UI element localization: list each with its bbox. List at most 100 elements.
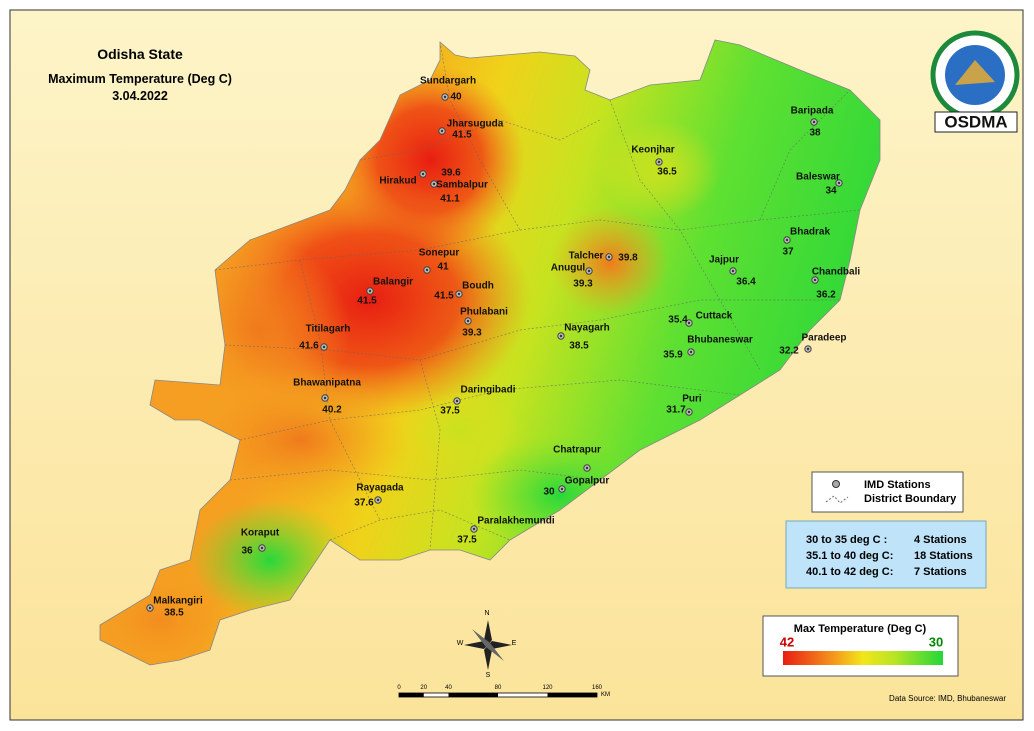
station-dot-center bbox=[587, 269, 591, 273]
station-dot-center bbox=[421, 172, 425, 176]
color-scale: Max Temperature (Deg C) 42 30 bbox=[762, 615, 959, 677]
station-value: 39.3 bbox=[462, 328, 482, 339]
map-date: 3.04.2022 bbox=[112, 89, 168, 103]
station-legend: IMD Stations District Boundary bbox=[811, 471, 964, 513]
station-name: Baripada bbox=[791, 106, 834, 117]
station-dot-center bbox=[457, 292, 461, 296]
station-dot-center bbox=[560, 487, 564, 491]
summary-count: 7 Stations bbox=[914, 566, 967, 578]
station-value: 39.6 bbox=[441, 168, 461, 179]
station-value: 30 bbox=[543, 487, 555, 498]
station-name: Keonjhar bbox=[631, 145, 674, 156]
map-subtitle: Maximum Temperature (Deg C) bbox=[48, 72, 232, 86]
scale-bar-segment bbox=[547, 693, 597, 697]
station-name: Bhadrak bbox=[790, 227, 830, 238]
scale-bar-tick: 40 bbox=[445, 685, 452, 691]
station-name: Paradeep bbox=[801, 333, 846, 344]
station-name: Paralakhemundi bbox=[477, 516, 554, 527]
station-name: Bhawanipatna bbox=[293, 378, 361, 389]
station-value: 40.2 bbox=[322, 405, 342, 416]
station-name: Puri bbox=[682, 394, 702, 405]
station-value: 37.5 bbox=[440, 406, 460, 417]
station-dot-center bbox=[813, 278, 817, 282]
station-value: 36.2 bbox=[816, 290, 836, 301]
station-value: 39.8 bbox=[618, 253, 638, 264]
station-dot-center bbox=[425, 268, 429, 272]
scale-min: 30 bbox=[929, 634, 943, 649]
data-source: Data Source: IMD, Bhubaneswar bbox=[889, 694, 1006, 703]
station-name: Boudh bbox=[462, 281, 494, 292]
station-dot-center bbox=[607, 255, 611, 259]
scale-title: Max Temperature (Deg C) bbox=[794, 623, 927, 635]
compass-s: S bbox=[486, 672, 491, 679]
station-value: 35.9 bbox=[663, 350, 683, 361]
station-dot-center bbox=[585, 466, 589, 470]
station-dot-center bbox=[689, 350, 693, 354]
station-value: 31.7 bbox=[666, 405, 686, 416]
station-name: Titilagarh bbox=[306, 324, 351, 335]
station-name: Hirakud bbox=[379, 176, 416, 187]
compass: N E S W bbox=[457, 610, 517, 679]
station-dot-center bbox=[657, 160, 661, 164]
station-dot-center bbox=[148, 606, 152, 610]
scale-bar-segment bbox=[448, 693, 498, 697]
station-name: Malkangiri bbox=[153, 596, 203, 607]
station-dot-center bbox=[731, 269, 735, 273]
station-value: 39.3 bbox=[573, 279, 593, 290]
station-name: Rayagada bbox=[356, 483, 404, 494]
station-value: 32.2 bbox=[779, 346, 799, 357]
logo-label: OSDMA bbox=[944, 112, 1007, 131]
legend-boundary: District Boundary bbox=[864, 493, 957, 505]
station-dot-center bbox=[443, 95, 447, 99]
compass-e: E bbox=[512, 640, 517, 647]
station-dot-center bbox=[559, 334, 563, 338]
station-dot-center bbox=[806, 347, 810, 351]
scale-bar-tick: 80 bbox=[495, 685, 502, 691]
station-name: Baleswar bbox=[796, 172, 840, 183]
summary-range: 35.1 to 40 deg C: bbox=[806, 550, 893, 562]
station-name: Phulabani bbox=[460, 307, 508, 318]
legend-stations: IMD Stations bbox=[864, 479, 931, 491]
station-dot-center bbox=[368, 289, 372, 293]
station-name: Sambalpur bbox=[436, 180, 488, 191]
scale-bar-tick: 20 bbox=[420, 685, 427, 691]
station-dot-center bbox=[323, 396, 327, 400]
station-dot-center bbox=[376, 498, 380, 502]
stations: Sundargarh40Jharsuguda41.5Hirakud39.6Sam… bbox=[146, 76, 860, 619]
summary-count: 4 Stations bbox=[914, 534, 967, 546]
logo: OSDMA bbox=[930, 30, 1020, 133]
summary-range: 30 to 35 deg C : bbox=[806, 534, 887, 546]
station-value: 38 bbox=[809, 128, 821, 139]
station-name: Jajpur bbox=[709, 255, 739, 266]
station-dot-center bbox=[812, 120, 816, 124]
station-dot-center bbox=[837, 181, 841, 185]
compass-w: W bbox=[457, 640, 464, 647]
station-value: 38.5 bbox=[164, 608, 184, 619]
station-name: Jharsuguda bbox=[447, 119, 504, 130]
scale-bar-tick: 160 bbox=[592, 685, 603, 691]
station-name: Bhubaneswar bbox=[687, 335, 753, 346]
summary-range: 40.1 to 42 deg C: bbox=[806, 566, 893, 578]
station-name: Sundargarh bbox=[420, 76, 476, 87]
station-value: 41.5 bbox=[357, 296, 377, 307]
station-name: Anugul bbox=[551, 263, 586, 274]
station-value: 41.1 bbox=[440, 194, 460, 205]
station-value: 34 bbox=[825, 186, 837, 197]
scale-bar-unit: KM bbox=[601, 692, 610, 698]
station-dot-center bbox=[432, 182, 436, 186]
station-value: 41 bbox=[437, 262, 449, 273]
station-value: 37.6 bbox=[354, 498, 374, 509]
scale-bar-segment bbox=[399, 693, 424, 697]
station-value: 41.5 bbox=[452, 130, 472, 141]
station-value: 40 bbox=[450, 92, 462, 103]
station-name: Chatrapur bbox=[553, 445, 601, 456]
map-title: Odisha State bbox=[97, 46, 183, 62]
station-value: 35.4 bbox=[668, 315, 688, 326]
station-dot-center bbox=[455, 399, 459, 403]
station-value: 41.5 bbox=[434, 291, 454, 302]
station-dot-center bbox=[472, 527, 476, 531]
scale-bar-tick: 120 bbox=[542, 685, 553, 691]
station-value: 36 bbox=[241, 546, 253, 557]
